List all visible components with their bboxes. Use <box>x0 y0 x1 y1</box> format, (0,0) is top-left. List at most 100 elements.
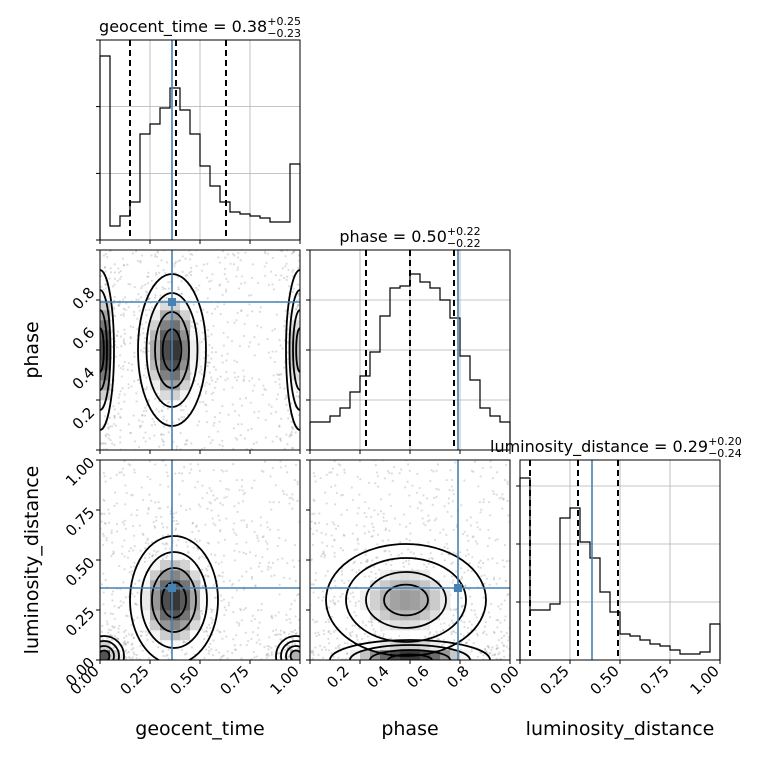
scatter-point <box>108 665 110 667</box>
scatter-point <box>272 523 274 525</box>
scatter-point <box>144 630 147 633</box>
scatter-point <box>133 468 136 471</box>
scatter-point <box>296 647 300 650</box>
scatter-point <box>394 668 396 670</box>
scatter-point <box>247 639 250 643</box>
density-cell <box>150 570 161 581</box>
scatter-point <box>234 376 237 379</box>
scatter-point <box>160 259 163 262</box>
scatter-point <box>111 590 115 593</box>
scatter-point <box>495 471 499 474</box>
scatter-point <box>487 646 491 649</box>
scatter-point <box>289 621 292 624</box>
scatter-point <box>172 512 175 515</box>
scatter-point <box>151 306 154 309</box>
scatter-point <box>161 649 164 653</box>
scatter-point <box>301 641 303 643</box>
scatter-point <box>408 689 410 691</box>
scatter-point <box>370 515 373 519</box>
scatter-point <box>90 357 92 359</box>
density-cell <box>160 560 171 571</box>
scatter-point <box>525 664 527 666</box>
scatter-point <box>85 647 87 649</box>
scatter-point <box>225 359 228 362</box>
scatter-point <box>127 283 130 286</box>
scatter-point <box>459 567 462 570</box>
scatter-point <box>302 641 304 643</box>
scatter-point <box>123 630 126 634</box>
scatter-point <box>291 275 294 278</box>
scatter-point <box>502 634 506 637</box>
density-cell <box>160 600 171 611</box>
scatter-point <box>201 331 204 334</box>
scatter-point <box>190 452 192 454</box>
scatter-point <box>371 691 373 693</box>
scatter-point <box>330 485 333 488</box>
scatter-point <box>452 608 456 611</box>
scatter-point <box>334 629 337 632</box>
scatter-point <box>269 566 272 569</box>
scatter-point <box>212 682 214 684</box>
scatter-point <box>428 632 431 635</box>
scatter-point <box>496 562 499 565</box>
scatter-point <box>256 534 259 537</box>
scatter-point <box>174 261 177 264</box>
scatter-point <box>450 515 453 518</box>
ytick-label: 0.25 <box>62 604 98 640</box>
scatter-point <box>540 635 542 637</box>
scatter-point <box>133 440 137 443</box>
scatter-point <box>116 330 120 333</box>
scatter-point <box>333 460 336 463</box>
scatter-point <box>426 520 430 523</box>
scatter-point <box>358 460 362 463</box>
scatter-point <box>309 666 311 668</box>
scatter-point <box>300 633 302 635</box>
scatter-point <box>452 493 455 496</box>
density-cell <box>160 340 171 351</box>
scatter-point <box>177 288 180 291</box>
density-cell <box>180 610 191 621</box>
scatter-point <box>475 672 477 674</box>
scatter-point <box>175 507 177 509</box>
scatter-point <box>94 427 96 429</box>
scatter-point <box>146 291 149 294</box>
density-cell <box>390 620 401 631</box>
scatter-point <box>470 628 473 631</box>
scatter-point <box>106 255 109 259</box>
scatter-point <box>175 544 178 547</box>
density-cell <box>180 560 191 571</box>
scatter-point <box>233 371 236 374</box>
scatter-point <box>503 599 506 602</box>
scatter-point <box>106 422 109 425</box>
scatter-point <box>382 633 385 636</box>
scatter-point <box>96 352 98 354</box>
scatter-point <box>275 633 278 636</box>
scatter-point <box>278 583 281 586</box>
scatter-point <box>199 365 202 368</box>
scatter-point <box>131 592 134 596</box>
scatter-point <box>131 656 134 659</box>
scatter-point <box>333 539 336 542</box>
scatter-point <box>151 555 154 558</box>
scatter-point <box>207 652 210 655</box>
scatter-point <box>329 632 332 635</box>
scatter-point <box>220 561 223 564</box>
scatter-point <box>101 532 105 536</box>
scatter-point <box>297 395 300 398</box>
scatter-point <box>110 555 113 558</box>
scatter-point <box>180 648 184 651</box>
density-cell <box>170 570 181 581</box>
scatter-point <box>161 438 164 441</box>
scatter-point <box>197 557 201 560</box>
scatter-point <box>293 544 297 547</box>
scatter-point <box>216 629 219 632</box>
scatter-point <box>480 660 482 662</box>
scatter-point <box>279 638 282 641</box>
scatter-point <box>404 486 407 489</box>
scatter-point <box>119 600 122 603</box>
scatter-point <box>349 600 352 603</box>
scatter-point <box>251 263 254 266</box>
scatter-point <box>303 396 305 398</box>
density-cell <box>170 290 181 301</box>
scatter-point <box>133 565 136 568</box>
